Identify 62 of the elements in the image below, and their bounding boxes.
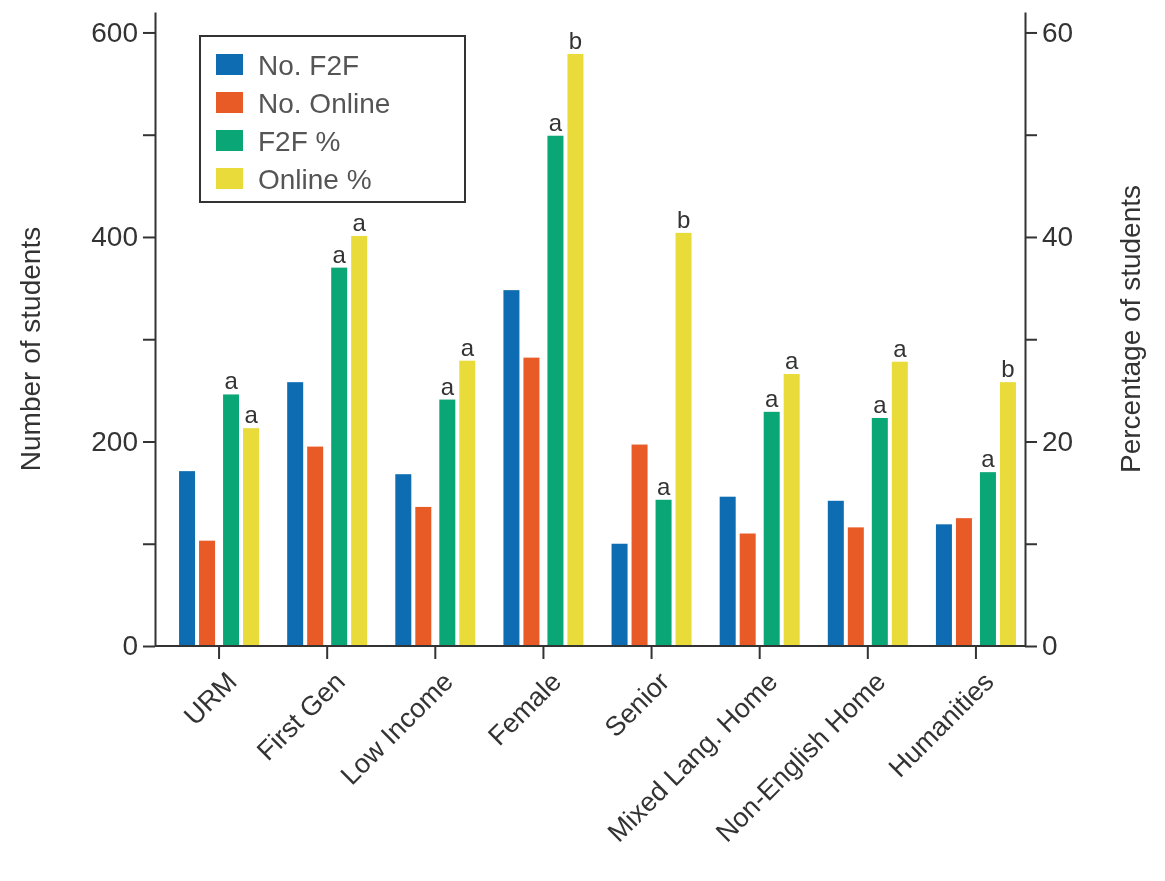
- y2-tick-label: 40: [1042, 221, 1074, 253]
- y2-axis-title: Percentage of students: [1115, 185, 1146, 473]
- bar: [763, 411, 780, 646]
- y2-tick-label: 20: [1042, 425, 1074, 457]
- data-label: a: [440, 372, 455, 400]
- bar: [871, 417, 888, 646]
- y-tick-label: 200: [91, 425, 138, 457]
- bar: [395, 474, 412, 646]
- bar: [611, 543, 628, 646]
- legend-label: No. Online: [258, 88, 391, 120]
- legend-label: F2F %: [258, 126, 341, 158]
- bar: [955, 518, 972, 646]
- bar: [631, 444, 648, 646]
- y2-tick-label: 0: [1042, 630, 1058, 662]
- bar: [523, 357, 540, 646]
- bar: [719, 496, 736, 646]
- y-tick-label: 400: [91, 221, 138, 253]
- data-label: a: [548, 108, 563, 136]
- bar: [243, 428, 260, 646]
- bar: [331, 267, 348, 646]
- data-label: a: [873, 390, 888, 418]
- data-label: a: [981, 445, 996, 473]
- bar: [307, 446, 324, 646]
- data-label: a: [352, 208, 367, 236]
- bar: [459, 360, 476, 646]
- bar: [827, 500, 844, 646]
- bar: [223, 394, 240, 646]
- data-label: a: [785, 346, 800, 374]
- legend-label: Online %: [258, 164, 372, 196]
- bar: [179, 471, 196, 646]
- bar: [999, 382, 1016, 646]
- y-axis-title: Number of students: [15, 226, 46, 472]
- bar: [979, 472, 996, 646]
- data-label: a: [460, 333, 475, 361]
- bar: [891, 361, 908, 646]
- data-label: b: [568, 26, 583, 54]
- bar: [439, 399, 456, 646]
- bar: [739, 533, 756, 646]
- data-label: a: [224, 367, 239, 395]
- y-tick-label: 0: [122, 630, 138, 662]
- bar: [351, 235, 368, 646]
- bar: [287, 382, 304, 646]
- y2-tick-label: 60: [1042, 16, 1074, 48]
- data-label: b: [676, 205, 691, 233]
- bar: [547, 135, 564, 646]
- data-label: a: [656, 472, 671, 500]
- bar: [847, 527, 864, 646]
- legend-label: No. F2F: [258, 50, 360, 82]
- bar: [415, 506, 432, 646]
- y-tick-label: 600: [91, 16, 138, 48]
- bar: [935, 524, 952, 646]
- bar: [655, 499, 672, 646]
- bar: [199, 540, 216, 646]
- bar: [567, 53, 584, 646]
- data-label: a: [332, 240, 347, 268]
- bar: [503, 290, 520, 646]
- bar: [675, 232, 692, 646]
- data-label: a: [765, 384, 780, 412]
- data-label: b: [1001, 355, 1015, 383]
- data-label: a: [244, 401, 259, 429]
- bar: [783, 373, 800, 646]
- data-label: a: [893, 334, 908, 362]
